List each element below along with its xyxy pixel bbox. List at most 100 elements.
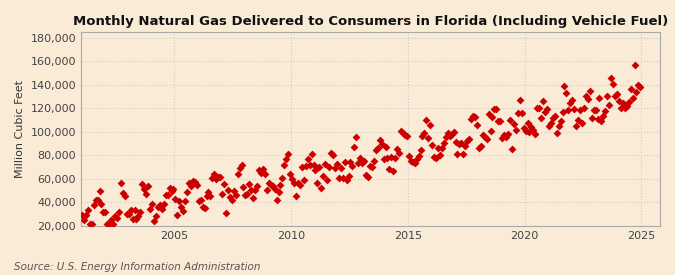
Point — [353, 161, 364, 165]
Point — [541, 107, 552, 111]
Point — [244, 182, 254, 186]
Point — [113, 209, 124, 214]
Point — [234, 166, 245, 170]
Point — [343, 174, 354, 178]
Point — [124, 211, 134, 216]
Point — [532, 106, 543, 111]
Point — [197, 204, 208, 209]
Point — [115, 180, 126, 185]
Point — [427, 143, 437, 147]
Point — [388, 169, 399, 173]
Point — [483, 112, 494, 117]
Point — [316, 186, 327, 190]
Point — [82, 208, 93, 212]
Point — [259, 172, 270, 177]
Point — [378, 157, 389, 162]
Point — [526, 125, 537, 129]
Point — [376, 142, 387, 147]
Point — [415, 148, 426, 152]
Point — [460, 144, 470, 148]
Point — [590, 108, 601, 113]
Point — [94, 189, 105, 193]
Point — [238, 185, 249, 189]
Point — [452, 152, 463, 156]
Point — [574, 108, 585, 112]
Point — [314, 165, 325, 169]
Point — [304, 163, 315, 167]
Point — [131, 217, 142, 221]
Point — [108, 221, 119, 226]
Point — [312, 181, 323, 186]
Point — [90, 198, 101, 202]
Point — [139, 187, 150, 191]
Point — [464, 136, 475, 141]
Point — [409, 160, 420, 165]
Point — [174, 199, 185, 203]
Point — [176, 205, 186, 209]
Point — [516, 110, 527, 115]
Point — [578, 106, 589, 111]
Point — [569, 106, 580, 111]
Point — [518, 126, 529, 131]
Title: Monthly Natural Gas Delivered to Consumers in Florida (Including Vehicle Fuel): Monthly Natural Gas Delivered to Consume… — [73, 15, 668, 28]
Point — [616, 106, 626, 111]
Point — [536, 116, 547, 120]
Point — [588, 108, 599, 113]
Point — [429, 155, 439, 159]
Point — [351, 135, 362, 139]
Point — [265, 183, 276, 187]
Point — [413, 153, 424, 158]
Point — [629, 63, 640, 68]
Point — [333, 176, 344, 180]
Point — [627, 96, 638, 100]
Point — [298, 177, 309, 182]
Point — [360, 173, 371, 177]
Point — [479, 134, 490, 139]
Point — [431, 156, 441, 160]
Point — [489, 107, 500, 111]
Point — [252, 184, 263, 189]
Point — [614, 99, 624, 104]
Point — [98, 210, 109, 214]
Point — [487, 114, 498, 119]
Point — [267, 184, 278, 189]
Point — [580, 94, 591, 98]
Point — [201, 194, 212, 199]
Point — [269, 187, 280, 192]
Point — [470, 115, 481, 119]
Point — [296, 165, 307, 169]
Point — [380, 144, 391, 149]
Point — [439, 141, 450, 145]
Point — [261, 188, 272, 192]
Point — [157, 207, 167, 211]
Point — [364, 164, 375, 168]
Point — [477, 133, 488, 138]
Point — [148, 219, 159, 223]
Point — [151, 214, 161, 219]
Point — [514, 98, 525, 102]
Point — [605, 76, 616, 80]
Point — [501, 134, 512, 139]
Point — [279, 163, 290, 167]
Point — [215, 175, 225, 179]
Point — [561, 91, 572, 95]
Point — [417, 133, 428, 138]
Point — [331, 162, 342, 167]
Point — [633, 82, 644, 87]
Point — [320, 162, 331, 166]
Point — [392, 147, 402, 151]
Point — [497, 135, 508, 140]
Point — [355, 156, 366, 161]
Point — [466, 117, 477, 121]
Point — [508, 122, 519, 127]
Point — [440, 134, 451, 139]
Point — [543, 124, 554, 128]
Point — [406, 159, 416, 163]
Point — [437, 146, 448, 150]
Point — [86, 221, 97, 226]
Point — [129, 208, 140, 212]
Point — [209, 172, 219, 176]
Point — [199, 206, 210, 211]
Point — [250, 188, 261, 192]
Point — [472, 123, 483, 127]
